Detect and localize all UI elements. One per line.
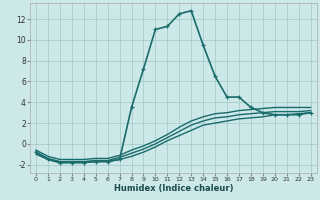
X-axis label: Humidex (Indice chaleur): Humidex (Indice chaleur) [114,184,233,193]
